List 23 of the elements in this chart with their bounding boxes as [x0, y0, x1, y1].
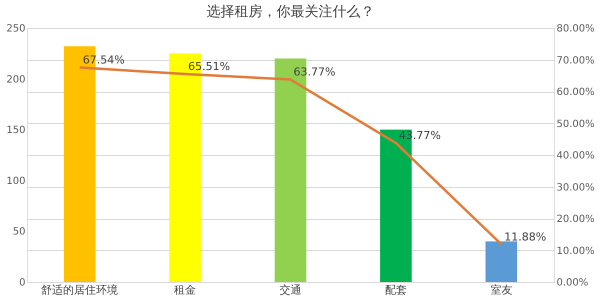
y2-tick-label: 30.00%: [556, 182, 595, 194]
y2-tick-label: 70.00%: [556, 55, 595, 66]
x-tick-label: 租金: [174, 284, 196, 296]
y-tick-label: 50: [12, 226, 26, 238]
x-tick-label: 配套: [384, 284, 407, 296]
y2-tick-label: 20.00%: [556, 214, 595, 225]
data-label: 11.88%: [504, 230, 546, 244]
x-tick-label: 交通: [280, 284, 302, 296]
y2-tick-label: 50.00%: [556, 118, 595, 130]
bar: [485, 241, 518, 282]
y-tick-label: 0: [19, 278, 26, 288]
y2-tick-label: 10.00%: [556, 246, 595, 257]
y-tick-label: 250: [6, 24, 26, 34]
x-tick-label: 舒适的居住环境: [41, 284, 118, 296]
x-tick-label: 室友: [490, 284, 512, 296]
chart-title: 选择租房，你最关注什么？: [206, 4, 374, 20]
y2-tick-label: 40.00%: [556, 150, 595, 162]
y2-tick-label: 80.00%: [556, 24, 595, 34]
y-tick-label: 100: [6, 176, 26, 187]
y-tick-label: 200: [6, 74, 26, 86]
y2-tick-label: 60.00%: [556, 87, 595, 98]
y-tick-label: 150: [6, 125, 26, 136]
y2-tick-label: 0.00%: [556, 278, 588, 288]
